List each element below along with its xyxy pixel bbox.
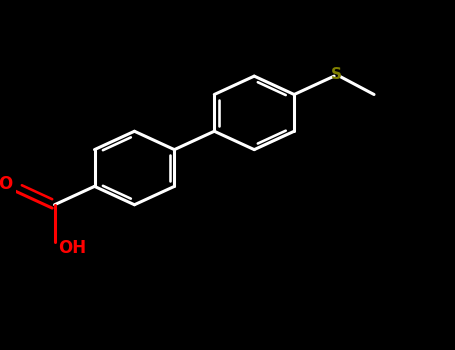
Text: O: O [0, 175, 12, 193]
Text: S: S [331, 67, 342, 82]
Text: OH: OH [58, 239, 86, 257]
